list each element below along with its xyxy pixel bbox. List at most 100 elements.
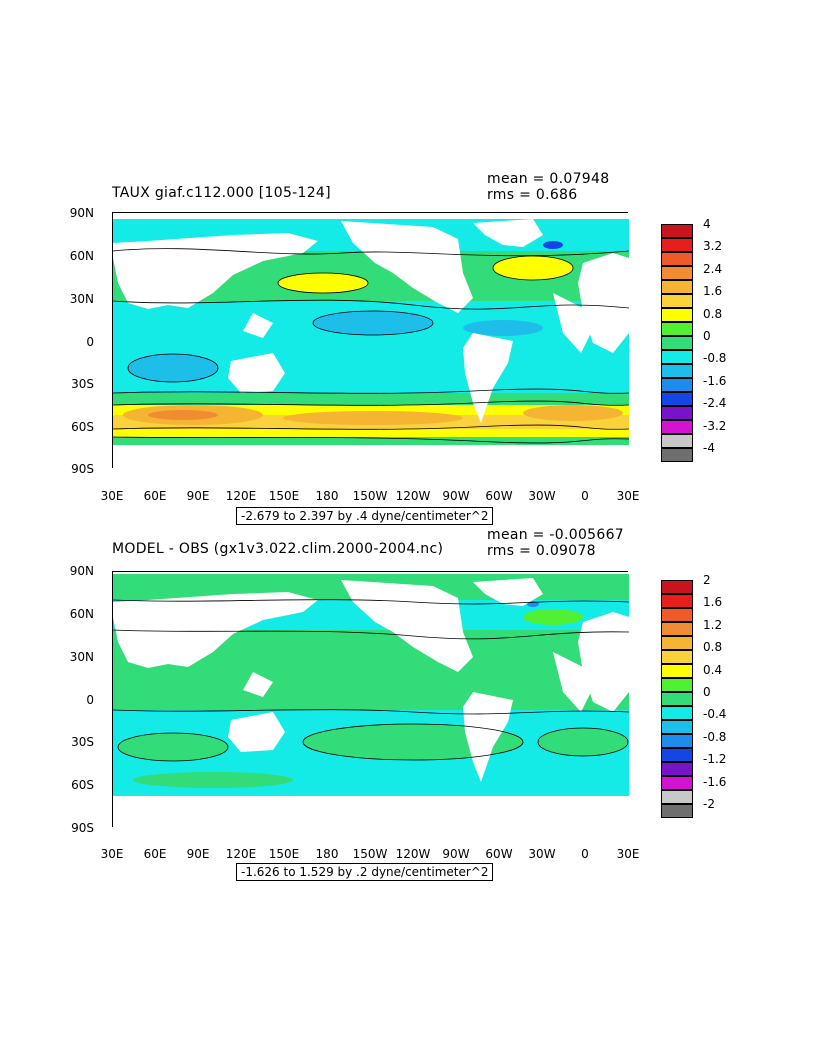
colorbar-label: 4 xyxy=(703,217,711,231)
colorbar-swatch xyxy=(661,580,693,594)
colorbar-label: 1.6 xyxy=(703,284,723,299)
top-lon-label: 60E xyxy=(143,489,167,503)
top-contour-range: -2.679 to 2.397 by .4 dyne/centimeter^2 xyxy=(236,507,494,525)
colorbar-label: -2 xyxy=(703,797,715,811)
colorbar-swatch xyxy=(661,434,693,448)
bottom-lon-label: 90W xyxy=(442,847,470,861)
colorbar-swatch xyxy=(661,392,693,406)
bottom-lon-label: 90E xyxy=(186,847,210,861)
colorbar-swatch xyxy=(661,678,693,692)
colorbar-label: 0 xyxy=(703,329,711,343)
colorbar-label: -1.6 xyxy=(703,774,727,789)
top-rms: rms = 0.686 xyxy=(487,187,578,203)
bottom-lat-label-90n: 90N xyxy=(69,564,94,578)
colorbar-swatch xyxy=(661,364,693,378)
colorbar-label: -2.4 xyxy=(703,396,727,411)
top-lat-label-30n: 30N xyxy=(69,292,94,306)
colorbar-swatch xyxy=(661,720,693,734)
top-lat-label-90s: 90S xyxy=(71,462,94,476)
colorbar-swatch xyxy=(661,252,693,266)
colorbar-swatch xyxy=(661,594,693,608)
bottom-lat-label-30n: 30N xyxy=(69,650,94,664)
top-lon-label: 150E xyxy=(268,489,300,503)
top-lon-label: 90W xyxy=(442,489,470,503)
top-lat-label-60s: 60S xyxy=(71,420,94,434)
bottom-lon-label: 120E xyxy=(225,847,257,861)
colorbar-label: 2 xyxy=(703,573,711,587)
colorbar-label: -1.6 xyxy=(703,373,727,388)
top-lon-label: 90E xyxy=(186,489,210,503)
colorbar-label: -4 xyxy=(703,441,715,455)
colorbar-swatch xyxy=(661,322,693,336)
colorbar-swatch xyxy=(661,224,693,238)
top-lon-label: 60W xyxy=(485,489,513,503)
bottom-panel: MODEL - OBS (gx1v3.022.clim.2000-2004.nc… xyxy=(0,525,818,885)
colorbar-label: 0 xyxy=(703,685,711,699)
colorbar-label: 0.8 xyxy=(703,306,723,321)
top-map-field xyxy=(113,213,629,469)
colorbar-swatch xyxy=(661,776,693,790)
colorbar-swatch xyxy=(661,420,693,434)
top-lat-label-90n: 90N xyxy=(69,206,94,220)
top-lon-label: 150W xyxy=(352,489,388,503)
bottom-map-field xyxy=(113,572,629,828)
colorbar-swatch xyxy=(661,238,693,252)
colorbar-swatch xyxy=(661,692,693,706)
top-colorbar: 4 3.2 2.4 1.6 0.8 0 -0.8 -1.6 -2.4 -3.2 -4 xyxy=(661,217,726,464)
top-lon-label: 30E xyxy=(100,489,124,503)
colorbar-swatch xyxy=(661,650,693,664)
colorbar-swatch xyxy=(661,790,693,804)
top-lon-label: 120W xyxy=(395,489,431,503)
bottom-colorbar: 2 1.6 1.2 0.8 0.4 0 -0.4 -0.8 -1.2 -1.6 -2 xyxy=(661,573,726,820)
top-lat-label-60n: 60N xyxy=(69,249,94,263)
top-lon-label: 30W xyxy=(528,489,556,503)
colorbar-swatch xyxy=(661,448,693,462)
bottom-map xyxy=(112,571,629,828)
colorbar-label: 1.2 xyxy=(703,617,723,632)
colorbar-label: -0.4 xyxy=(703,707,727,722)
bottom-lon-label: 30W xyxy=(528,847,556,861)
colorbar-swatch xyxy=(661,636,693,650)
colorbar-label: 1.6 xyxy=(703,595,723,610)
top-lat-label-0: 0 xyxy=(86,335,94,349)
colorbar-label: 3.2 xyxy=(703,239,723,254)
colorbar-swatch xyxy=(661,350,693,364)
colorbar-swatch xyxy=(661,748,693,762)
top-map xyxy=(112,212,629,469)
colorbar-swatch xyxy=(661,378,693,392)
colorbar-swatch xyxy=(661,734,693,748)
bottom-title: MODEL - OBS (gx1v3.022.clim.2000-2004.nc… xyxy=(112,541,444,557)
colorbar-swatch xyxy=(661,336,693,350)
colorbar-label: -1.2 xyxy=(703,752,727,767)
colorbar-swatch xyxy=(661,406,693,420)
colorbar-label: -3.2 xyxy=(703,418,727,433)
top-lat-label-30s: 30S xyxy=(71,377,94,391)
bottom-mean: mean = -0.005667 xyxy=(487,527,624,543)
colorbar-swatch xyxy=(661,280,693,294)
top-mean: mean = 0.07948 xyxy=(487,171,610,187)
colorbar-swatch xyxy=(661,706,693,720)
colorbar-swatch xyxy=(661,308,693,322)
top-lon-label: 30E xyxy=(616,489,640,503)
colorbar-swatch xyxy=(661,608,693,622)
bottom-lon-label: 60E xyxy=(143,847,167,861)
colorbar-label: 2.4 xyxy=(703,261,723,276)
colorbar-swatch xyxy=(661,664,693,678)
bottom-lat-label-90s: 90S xyxy=(71,821,94,835)
top-lon-label: 180 xyxy=(315,489,339,503)
top-title: TAUX giaf.c112.000 [105-124] xyxy=(112,185,331,201)
bottom-rms: rms = 0.09078 xyxy=(487,543,596,559)
top-panel: TAUX giaf.c112.000 [105-124] mean = 0.07… xyxy=(0,165,818,525)
top-lon-label: 120E xyxy=(225,489,257,503)
bottom-lat-label-30s: 30S xyxy=(71,735,94,749)
bottom-lon-label: 180 xyxy=(315,847,339,861)
colorbar-swatch xyxy=(661,266,693,280)
bottom-lat-label-60n: 60N xyxy=(69,607,94,621)
bottom-lon-label: 150E xyxy=(268,847,300,861)
bottom-lon-label: 60W xyxy=(485,847,513,861)
colorbar-swatch xyxy=(661,762,693,776)
top-lon-label: 0 xyxy=(581,489,589,503)
bottom-lon-label: 30E xyxy=(616,847,640,861)
bottom-lon-label: 120W xyxy=(395,847,431,861)
bottom-lat-label-0: 0 xyxy=(86,693,94,707)
